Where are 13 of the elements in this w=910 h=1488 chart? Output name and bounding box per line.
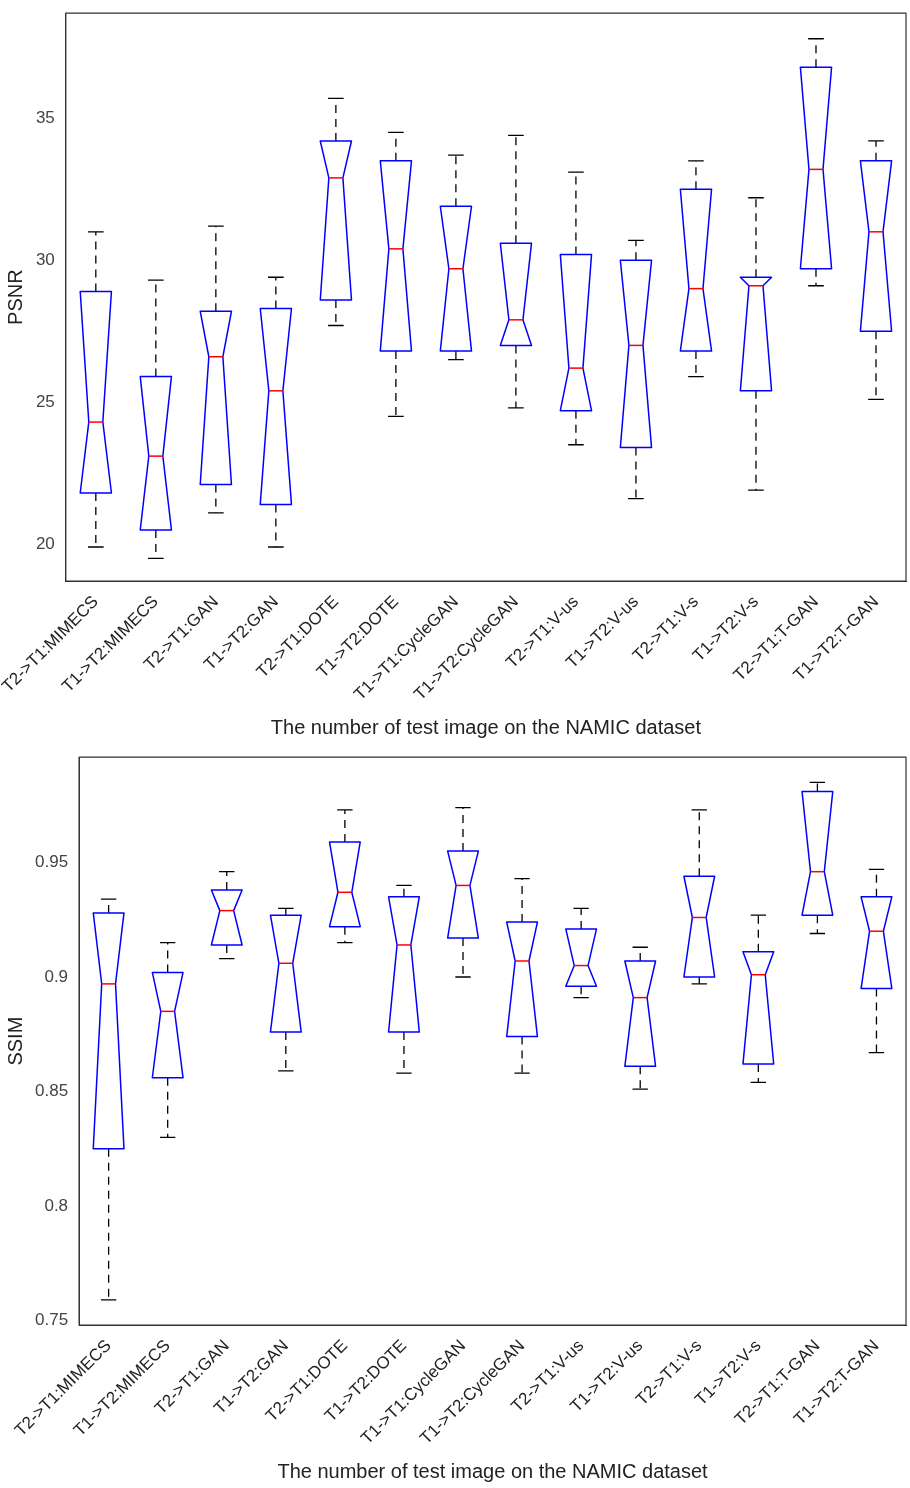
y-tick-label: 0.8 [44, 1195, 69, 1215]
y-tick-label: 0.85 [34, 1081, 69, 1101]
y-tick-label: 30 [35, 249, 55, 269]
x-axis-title: The number of test image on the NAMIC dataset [277, 1459, 709, 1482]
y-tick-label: 25 [35, 391, 55, 411]
y-tick-label: 0.95 [34, 852, 69, 872]
y-tick-label: 35 [35, 107, 55, 127]
y-tick-label: 20 [35, 533, 55, 553]
x-axis-title: The number of test image on the NAMIC dataset [270, 715, 702, 738]
y-tick-label: 0.9 [44, 966, 69, 986]
y-axis-title: PSNR [4, 269, 27, 325]
y-axis-title: SSIM [3, 1016, 26, 1066]
y-tick-label: 0.75 [34, 1310, 69, 1330]
